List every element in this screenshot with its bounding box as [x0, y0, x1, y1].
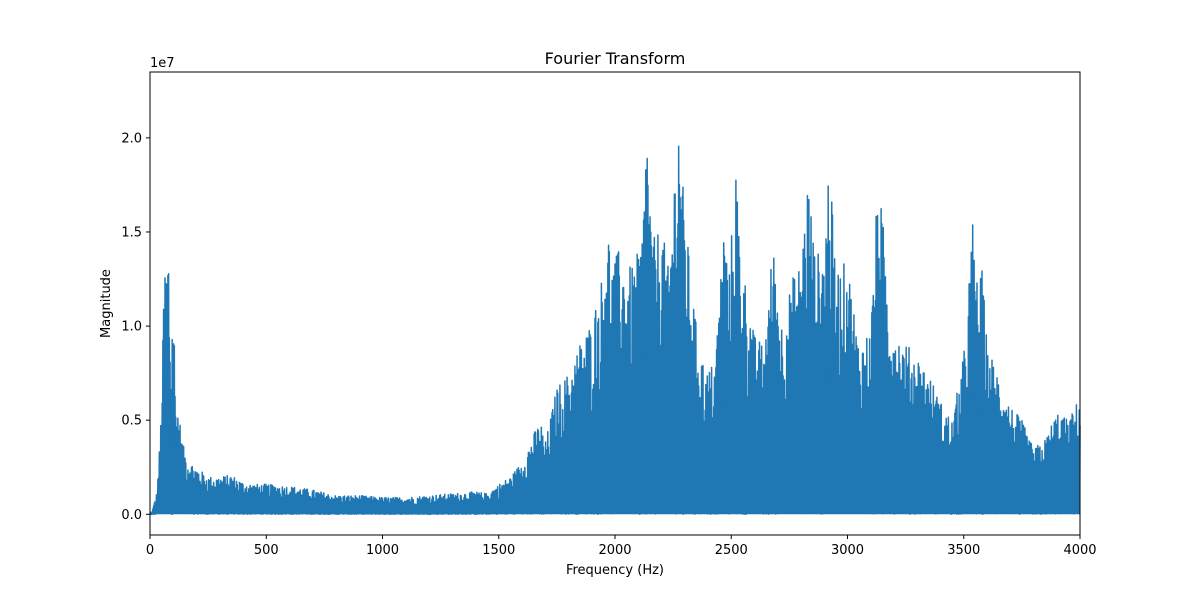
spectrum-body: [150, 338, 1080, 515]
y-tick-label: 0.5: [121, 414, 142, 429]
x-tick-label: 1000: [366, 543, 399, 558]
y-tick-label: 1.5: [121, 225, 142, 240]
x-tick-label: 3500: [947, 543, 980, 558]
x-tick-label: 0: [146, 543, 154, 558]
chart-title: Fourier Transform: [545, 49, 686, 68]
y-offset-label: 1e7: [150, 56, 175, 71]
x-tick-label: 2500: [715, 543, 748, 558]
x-tick-label: 4000: [1063, 543, 1096, 558]
y-tick-label: 2.0: [121, 131, 142, 146]
y-tick-label: 1.0: [121, 320, 142, 335]
x-tick-label: 3000: [831, 543, 864, 558]
x-tick-label: 1500: [482, 543, 515, 558]
spectrum-series: [149, 145, 1081, 516]
x-tick-label: 500: [254, 543, 279, 558]
y-tick-label: 0.0: [121, 508, 142, 523]
y-axis-label: Magnitude: [99, 269, 114, 338]
x-axis-label: Frequency (Hz): [566, 563, 664, 578]
x-tick-label: 2000: [598, 543, 631, 558]
x-axis: 0 500 1000 1500 2000 2500 3000 3500 4000: [146, 535, 1097, 558]
y-axis: 0.0 0.5 1.0 1.5 2.0: [121, 131, 150, 523]
